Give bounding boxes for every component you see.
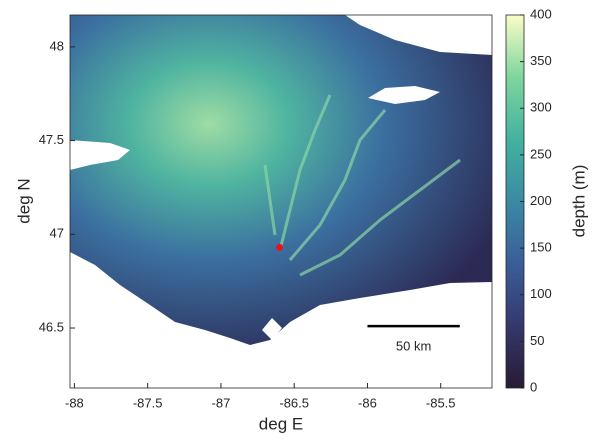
colorbar-tick-label: 250 (530, 146, 552, 161)
map-figure: deg E deg N depth (m) -88 -87.5 -87 -86.5 -8… (0, 0, 595, 439)
colorbar-tick-label: 350 (530, 53, 552, 68)
y-tick-label: 47 (50, 226, 64, 241)
colorbar-tick-label: 300 (530, 100, 552, 115)
y-tick-label: 46.5 (39, 319, 64, 334)
site-point (276, 244, 283, 251)
colorbar-label: depth (m) (569, 165, 588, 238)
colorbar-tick-label: 0 (530, 379, 537, 394)
bathymetry (70, 15, 492, 345)
x-tick-label: -87.5 (133, 395, 163, 410)
scale-bar-label: 50 km (396, 339, 431, 354)
colorbar-tick-label: 400 (530, 6, 552, 21)
x-tick-label: -87 (212, 395, 231, 410)
colorbar-tick-label: 50 (530, 333, 544, 348)
colorbar-tick-label: 200 (530, 193, 552, 208)
y-tick-label: 47.5 (39, 132, 64, 147)
x-tick-label: -88 (65, 395, 84, 410)
y-tick-label: 48 (50, 38, 64, 53)
x-tick-label: -86.5 (279, 395, 309, 410)
lake-water (70, 15, 492, 345)
colorbar-tick-label: 150 (530, 240, 552, 255)
x-tick-label: -85.5 (426, 395, 456, 410)
y-axis-label: deg N (14, 178, 33, 223)
x-axis-label: deg E (259, 414, 303, 433)
x-tick-label: -86 (358, 395, 377, 410)
colorbar-tick-label: 100 (530, 286, 552, 301)
